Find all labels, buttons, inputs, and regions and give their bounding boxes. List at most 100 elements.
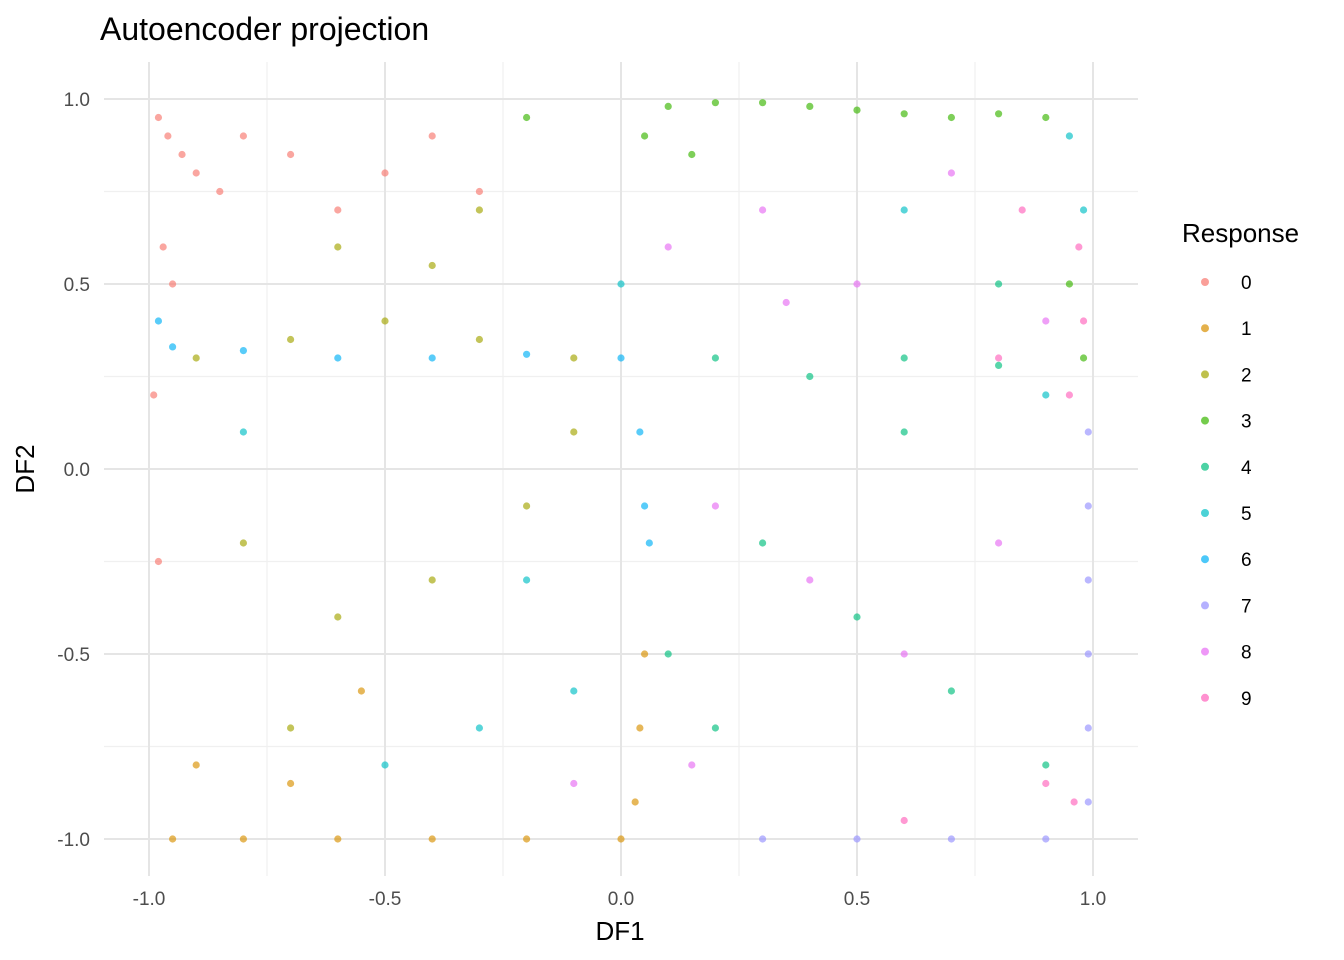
legend-key <box>1201 370 1209 379</box>
data-point <box>900 110 908 118</box>
data-point <box>617 835 625 843</box>
legend-label: 9 <box>1241 689 1252 710</box>
data-point <box>711 724 720 732</box>
data-point <box>995 110 1003 118</box>
legend-label: 4 <box>1241 458 1252 479</box>
data-point <box>1065 132 1073 140</box>
data-point <box>239 428 247 436</box>
x-tick-label: 1.0 <box>1080 889 1106 910</box>
legend-label: 2 <box>1241 365 1252 386</box>
data-point <box>523 113 531 122</box>
data-point <box>357 687 365 695</box>
data-point <box>641 650 649 658</box>
data-point <box>428 835 436 843</box>
data-point <box>664 243 672 251</box>
data-point <box>523 835 531 843</box>
data-point <box>806 102 814 110</box>
data-point <box>381 169 389 177</box>
x-tick-label: -0.5 <box>369 889 402 910</box>
data-point <box>806 372 814 381</box>
data-point <box>523 576 531 584</box>
data-point <box>759 206 767 214</box>
data-point <box>192 761 200 769</box>
data-point <box>631 798 639 806</box>
data-point <box>169 343 177 351</box>
data-point <box>287 779 295 788</box>
data-point <box>216 187 224 196</box>
data-point <box>711 354 720 362</box>
data-point <box>475 206 483 214</box>
data-point <box>641 132 649 140</box>
legend-key <box>1201 555 1209 564</box>
data-point <box>334 835 342 843</box>
data-point <box>664 102 672 110</box>
data-point <box>428 132 436 140</box>
y-tick-label: -1.0 <box>57 830 90 851</box>
data-point <box>1042 317 1050 325</box>
data-point <box>1042 835 1050 843</box>
data-point <box>475 724 483 732</box>
data-point <box>1079 206 1088 214</box>
data-point <box>900 650 908 658</box>
data-point <box>1042 113 1050 122</box>
data-point <box>381 761 389 769</box>
legend-label: 5 <box>1241 504 1252 525</box>
data-point <box>192 169 200 177</box>
data-point <box>1065 280 1073 288</box>
data-point <box>664 650 672 658</box>
data-point <box>287 150 295 159</box>
data-point <box>995 280 1003 288</box>
data-point <box>287 724 295 732</box>
legend: Response 0 1 2 3 4 5 6 7 8 9 <box>1182 218 1299 710</box>
data-point <box>428 576 436 584</box>
data-point <box>1042 779 1050 788</box>
y-tick-label: 1.0 <box>64 90 90 111</box>
data-point <box>853 106 861 114</box>
data-point <box>1070 798 1078 806</box>
y-tick-label: 0.5 <box>64 275 90 296</box>
data-point <box>759 99 767 107</box>
data-point <box>900 206 908 214</box>
data-point <box>995 361 1003 369</box>
data-point <box>1079 354 1088 362</box>
chart-title: Autoencoder projection <box>100 11 429 47</box>
data-point <box>1084 650 1092 658</box>
data-point <box>645 539 653 547</box>
y-axis-label: DF2 <box>10 444 40 493</box>
legend-label: 0 <box>1241 273 1252 294</box>
x-axis-ticks: -1.0 -0.5 0.0 0.5 1.0 <box>133 889 1107 910</box>
legend-label: 8 <box>1241 643 1252 664</box>
data-point <box>150 391 158 399</box>
data-point <box>853 613 861 621</box>
data-point <box>900 428 908 436</box>
data-point <box>636 428 644 436</box>
data-point <box>239 347 247 355</box>
data-point <box>381 317 389 325</box>
data-point <box>154 557 163 566</box>
data-point <box>570 354 578 362</box>
x-tick-label: -1.0 <box>133 889 166 910</box>
data-point <box>617 280 625 288</box>
legend-key <box>1201 693 1209 702</box>
data-point <box>334 243 342 251</box>
data-point <box>1084 502 1092 510</box>
data-point <box>1079 317 1088 325</box>
data-point <box>1042 761 1050 769</box>
data-point <box>570 428 578 436</box>
data-point <box>688 761 696 769</box>
data-point <box>688 150 696 159</box>
data-point <box>523 350 531 358</box>
legend-key <box>1201 278 1209 286</box>
data-point <box>711 502 720 510</box>
data-point <box>1018 206 1026 214</box>
data-point <box>900 354 908 362</box>
data-point <box>428 261 436 270</box>
data-point <box>523 502 531 510</box>
x-axis-label: DF1 <box>595 916 644 946</box>
data-point <box>759 539 767 547</box>
data-point <box>1084 576 1092 584</box>
data-point <box>617 354 625 362</box>
data-point <box>853 280 861 288</box>
data-point <box>570 779 578 788</box>
